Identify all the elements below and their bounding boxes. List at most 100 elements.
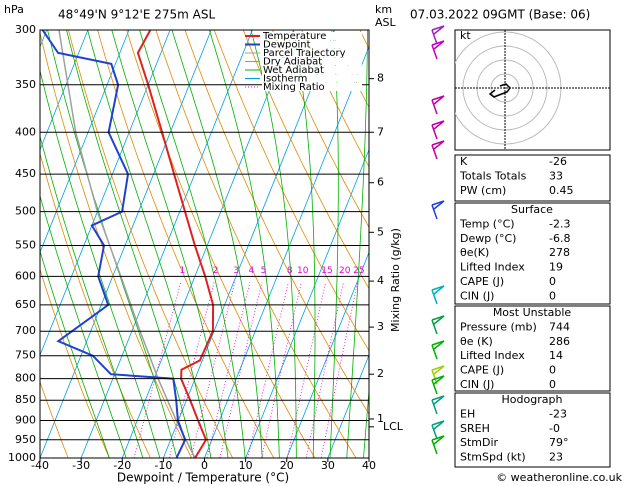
table-box bbox=[454, 392, 611, 468]
y-tick-label: 700 bbox=[15, 324, 36, 337]
isotherm bbox=[40, 30, 89, 151]
table-label: Totals Totals bbox=[459, 169, 527, 182]
x-tick-label: 40 bbox=[362, 459, 376, 472]
wind-barb bbox=[431, 420, 445, 440]
y-tick-label: 950 bbox=[15, 433, 36, 446]
y-tick-label: 900 bbox=[15, 414, 36, 427]
table-value: -2.3 bbox=[549, 217, 570, 230]
table-value: 0.45 bbox=[549, 184, 574, 197]
mixing-ratio-label: 3 bbox=[233, 266, 239, 276]
table-label: SREH bbox=[460, 422, 490, 435]
y-tick-label: 800 bbox=[15, 372, 36, 385]
km-tick-label: 1 bbox=[377, 412, 384, 425]
km-tick-label: 8 bbox=[377, 72, 384, 85]
mixing-ratio-label: 20 bbox=[339, 266, 351, 276]
mixing-ratio-label: 5 bbox=[261, 266, 267, 276]
dry-adiabat bbox=[271, 30, 369, 229]
dry-adiabat bbox=[97, 30, 275, 458]
y-tick-label: 400 bbox=[15, 125, 36, 138]
x-tick-label: 20 bbox=[280, 459, 294, 472]
table-label: EH bbox=[460, 407, 475, 420]
wind-barb bbox=[431, 375, 445, 395]
wind-barb bbox=[431, 140, 445, 160]
table-title: Surface bbox=[511, 203, 553, 216]
mixing-ratio-label: 15 bbox=[321, 266, 332, 276]
hodograph-trace bbox=[488, 83, 511, 98]
dry-adiabat bbox=[242, 30, 369, 290]
y-tick-label: 1000 bbox=[8, 451, 36, 464]
plot-frame bbox=[39, 29, 370, 459]
km-tick-label: 5 bbox=[377, 225, 384, 238]
wind-barb bbox=[431, 315, 445, 335]
table-label: CAPE (J) bbox=[460, 275, 504, 288]
table-value: 744 bbox=[549, 320, 570, 333]
x-tick-label: -10 bbox=[154, 459, 172, 472]
table-label: Lifted Index bbox=[460, 349, 525, 362]
isotherm bbox=[80, 30, 253, 458]
wind-barb bbox=[431, 435, 445, 455]
y-tick-label: 600 bbox=[15, 269, 36, 282]
wet-adiabat bbox=[40, 69, 161, 458]
table-value: -26 bbox=[549, 155, 567, 168]
mixing-ratio-line bbox=[247, 282, 289, 458]
legend-label: Isotherm bbox=[263, 74, 307, 85]
km-tick-label: 4 bbox=[377, 274, 384, 287]
wind-barb bbox=[431, 395, 445, 415]
table-value: 19 bbox=[549, 261, 563, 274]
table-box bbox=[454, 202, 611, 305]
table-label: θe(K) bbox=[460, 246, 489, 259]
km-tick-label: 2 bbox=[377, 367, 384, 380]
legend-bg bbox=[262, 49, 362, 57]
chart-title: 48°49'N 9°12'E 275m ASL bbox=[58, 8, 215, 22]
x-tick-label: 0 bbox=[201, 459, 208, 472]
x-axis-label: Dewpoint / Temperature (°C) bbox=[117, 471, 289, 485]
x-tick-label: -40 bbox=[31, 459, 49, 472]
table-value: 0 bbox=[549, 378, 556, 391]
lcl-label: LCL bbox=[383, 420, 404, 433]
table-value: -6.8 bbox=[549, 232, 570, 245]
profile-line bbox=[58, 30, 196, 458]
wet-adiabat bbox=[363, 386, 369, 458]
wind-barb bbox=[431, 95, 445, 115]
km-label: ASL bbox=[375, 16, 397, 29]
table-value: -23 bbox=[549, 407, 567, 420]
y2-axis-label: Mixing Ratio (g/kg) bbox=[389, 228, 402, 332]
mixing-ratio-line bbox=[286, 282, 327, 458]
mixing-ratio-line bbox=[305, 282, 344, 458]
x-tick-label: 30 bbox=[321, 459, 335, 472]
dry-adiabat bbox=[67, 30, 234, 458]
table-label: CIN (J) bbox=[460, 289, 494, 302]
km-tick-label: 6 bbox=[377, 176, 384, 189]
wind-barb bbox=[431, 25, 445, 45]
legend-bg bbox=[262, 66, 362, 74]
isotherm bbox=[286, 251, 369, 458]
wind-barb bbox=[431, 40, 445, 60]
table-value: 0 bbox=[549, 364, 556, 377]
wind-barb bbox=[431, 120, 445, 140]
x-tick-label: -30 bbox=[72, 459, 90, 472]
isotherm bbox=[40, 30, 130, 254]
hodograph-panel: kt bbox=[454, 29, 611, 151]
legend-bg bbox=[262, 40, 362, 49]
km-tick-label: 7 bbox=[377, 125, 384, 138]
y-tick-label: 750 bbox=[15, 349, 36, 362]
table-label: Temp (°C) bbox=[459, 217, 515, 230]
hodograph-unit: kt bbox=[460, 29, 471, 42]
y-tick-label: 500 bbox=[15, 205, 36, 218]
legend-label: Dewpoint bbox=[263, 40, 311, 51]
chart-subtitle: 07.03.2022 09GMT (Base: 06) bbox=[410, 8, 590, 22]
table-label: θe (K) bbox=[460, 335, 493, 348]
table-label: CAPE (J) bbox=[460, 364, 504, 377]
legend-label: Dry Adiabat bbox=[263, 57, 322, 68]
table-value: 33 bbox=[549, 169, 563, 182]
wind-barb bbox=[431, 200, 445, 220]
mixing-ratio-label: 4 bbox=[249, 266, 255, 276]
y-tick-label: 550 bbox=[15, 238, 36, 251]
y-tick-label: 650 bbox=[15, 298, 36, 311]
legend-bg bbox=[262, 57, 362, 66]
x-tick-label: -20 bbox=[113, 459, 131, 472]
legend-label: Parcel Trajectory bbox=[263, 48, 346, 59]
table-label: Pressure (mb) bbox=[460, 320, 537, 333]
mixing-ratio-label: 8 bbox=[287, 266, 293, 276]
mixing-ratio-line bbox=[261, 282, 302, 458]
